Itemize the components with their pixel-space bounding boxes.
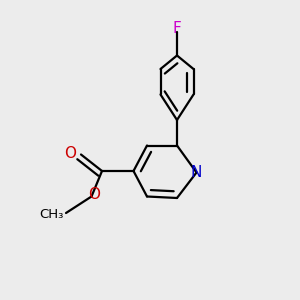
Text: N: N — [191, 165, 202, 180]
Text: O: O — [64, 146, 76, 160]
Text: CH₃: CH₃ — [39, 208, 64, 221]
Text: F: F — [172, 21, 182, 36]
Text: O: O — [88, 187, 101, 202]
